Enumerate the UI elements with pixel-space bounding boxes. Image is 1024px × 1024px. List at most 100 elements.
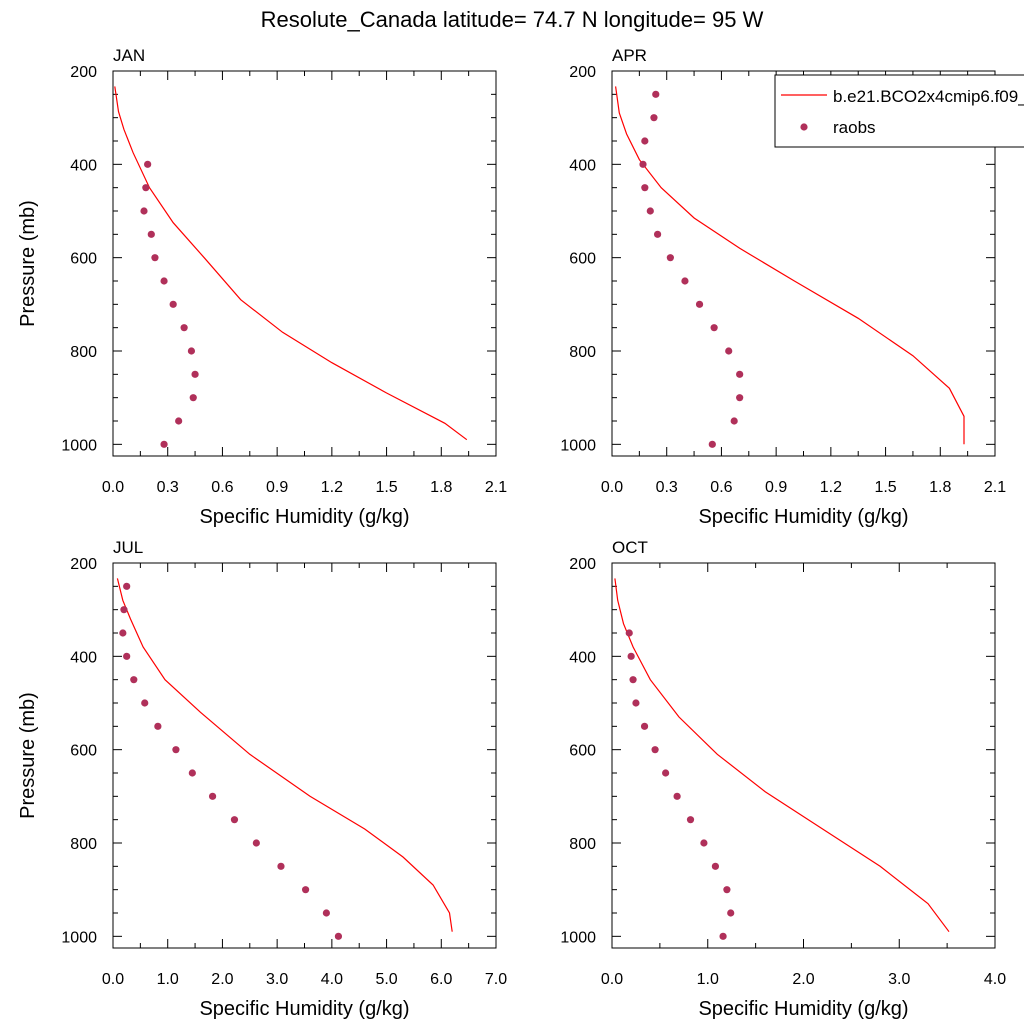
y-axis-label: Pressure (mb) bbox=[17, 692, 39, 819]
obs-point bbox=[277, 862, 285, 870]
x-tick-label: 6.0 bbox=[430, 971, 452, 988]
x-tick-label: 4.0 bbox=[321, 971, 343, 988]
obs-point bbox=[627, 652, 635, 660]
y-tick-label: 200 bbox=[569, 556, 596, 573]
x-tick-label: 2.0 bbox=[211, 971, 233, 988]
plot-frame bbox=[112, 70, 497, 457]
y-tick-label: 200 bbox=[70, 556, 97, 573]
obs-point bbox=[141, 699, 149, 707]
obs-point bbox=[172, 746, 180, 754]
obs-point bbox=[730, 417, 738, 425]
obs-point bbox=[652, 90, 660, 98]
obs-point bbox=[681, 277, 689, 285]
model-line bbox=[614, 578, 950, 933]
x-tick-label: 1.2 bbox=[820, 479, 842, 496]
obs-point bbox=[686, 816, 695, 824]
legend-marker-swatch bbox=[800, 123, 808, 131]
obs-point bbox=[727, 909, 735, 917]
obs-point bbox=[160, 440, 168, 448]
obs-point bbox=[208, 792, 217, 800]
panel-title: JAN bbox=[113, 46, 145, 65]
obs-point bbox=[144, 160, 152, 168]
plot-area bbox=[614, 578, 950, 940]
y-tick-label: 400 bbox=[70, 649, 97, 666]
x-tick-label: 0.0 bbox=[601, 479, 623, 496]
obs-point bbox=[334, 932, 343, 940]
y-tick-label: 800 bbox=[569, 836, 596, 853]
obs-point bbox=[736, 370, 744, 378]
obs-point bbox=[189, 394, 197, 402]
model-line bbox=[114, 86, 468, 441]
x-tick-label: 3.0 bbox=[266, 971, 288, 988]
y-tick-label: 800 bbox=[70, 344, 97, 361]
y-tick-label: 800 bbox=[70, 836, 97, 853]
legend-model-label: b.e21.BCO2x4cmip6.f09_g17.CESM2 bbox=[833, 87, 1024, 106]
obs-point bbox=[188, 769, 196, 777]
x-tick-label: 2.1 bbox=[984, 479, 1006, 496]
obs-point bbox=[641, 184, 649, 192]
obs-point bbox=[629, 676, 637, 684]
y-tick-label: 600 bbox=[70, 251, 97, 268]
x-tick-label: 1.0 bbox=[697, 971, 719, 988]
obs-point bbox=[187, 347, 196, 355]
y-tick-label: 600 bbox=[569, 251, 596, 268]
obs-point bbox=[301, 886, 310, 894]
obs-point bbox=[123, 652, 131, 660]
x-tick-label: 1.5 bbox=[874, 479, 896, 496]
panel-title: JUL bbox=[113, 538, 143, 557]
y-axis-label: Pressure (mb) bbox=[17, 200, 39, 327]
obs-point bbox=[180, 324, 188, 332]
x-tick-label: 0.6 bbox=[710, 479, 732, 496]
obs-point bbox=[695, 300, 704, 308]
obs-point bbox=[130, 676, 138, 684]
panel-oct: OCT 200 400 600 800 1000 0.0 1.0 2.0 3.0 4.0 Specif… bbox=[560, 538, 1006, 1020]
obs-point bbox=[322, 909, 330, 917]
x-tick-label: 0.0 bbox=[601, 971, 623, 988]
y-tick-label: 200 bbox=[569, 64, 596, 81]
plot-frame bbox=[611, 562, 996, 949]
obs-point bbox=[641, 137, 649, 145]
obs-point bbox=[142, 184, 150, 192]
x-tick-label: 0.9 bbox=[765, 479, 787, 496]
x-tick-label: 1.8 bbox=[929, 479, 951, 496]
obs-point bbox=[653, 230, 662, 238]
x-tick-label: 0.0 bbox=[102, 971, 124, 988]
obs-point bbox=[639, 160, 647, 168]
x-tick-label: 2.0 bbox=[792, 971, 814, 988]
obs-point bbox=[710, 324, 718, 332]
obs-point bbox=[650, 114, 658, 122]
y-tick-label: 600 bbox=[70, 743, 97, 760]
obs-point bbox=[711, 862, 720, 870]
obs-point bbox=[230, 816, 239, 824]
y-tick-label: 400 bbox=[569, 649, 596, 666]
x-tick-label: 1.8 bbox=[430, 479, 452, 496]
obs-point bbox=[119, 629, 127, 637]
obs-point bbox=[723, 886, 731, 894]
obs-point bbox=[154, 722, 162, 730]
plot-area bbox=[615, 86, 965, 448]
obs-point bbox=[662, 769, 670, 777]
x-tick-label: 1.0 bbox=[157, 971, 179, 988]
obs-point bbox=[666, 254, 674, 262]
obs-point bbox=[625, 629, 633, 637]
y-tick-label: 200 bbox=[70, 64, 97, 81]
obs-point bbox=[651, 746, 659, 754]
panel-jan: JAN 200 400 600 800 1000 0.0 0.3 0.6 0.9 1.2 1.5 1.8… bbox=[17, 46, 507, 528]
y-tick-label: 1000 bbox=[560, 437, 596, 454]
x-tick-label: 0.3 bbox=[157, 479, 179, 496]
obs-point bbox=[151, 254, 159, 262]
obs-point bbox=[736, 394, 744, 402]
x-tick-label: 0.9 bbox=[266, 479, 288, 496]
figure-title: Resolute_Canada latitude= 74.7 N longitu… bbox=[261, 7, 764, 32]
obs-point bbox=[169, 300, 177, 308]
obs-point bbox=[700, 839, 708, 847]
obs-point bbox=[640, 722, 649, 730]
x-tick-label: 1.5 bbox=[375, 479, 397, 496]
x-axis-label: Specific Humidity (g/kg) bbox=[698, 998, 908, 1020]
obs-point bbox=[646, 207, 654, 215]
x-tick-label: 4.0 bbox=[984, 971, 1006, 988]
obs-point bbox=[708, 440, 716, 448]
panels: JAN 200 400 600 800 1000 0.0 0.3 0.6 0.9 1.2 1.5 1.8… bbox=[17, 46, 1006, 1020]
panel-title: OCT bbox=[612, 538, 648, 557]
plot-area bbox=[116, 578, 453, 940]
